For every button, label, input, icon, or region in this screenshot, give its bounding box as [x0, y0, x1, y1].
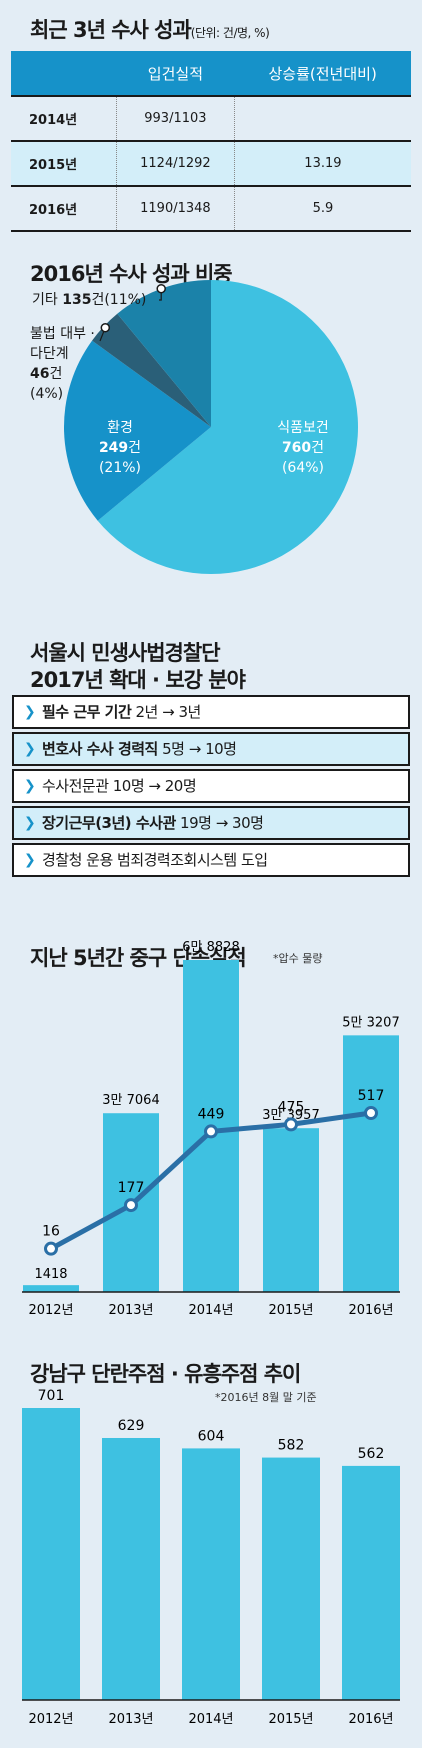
bar [342, 1465, 400, 1700]
table-row: 2015년 1124/1292 13.19 [11, 141, 411, 187]
pie-label-food: 식품보건 760건 (64%) [277, 420, 329, 476]
pie-slice-food [97, 280, 358, 574]
bar-value-label: 701 [38, 1388, 65, 1404]
pie-label-env: 환경 249건 (21%) [98, 420, 142, 476]
line-value-label: 449 [198, 1106, 225, 1122]
donut-chart [64, 280, 358, 574]
bar-value-label: 1418 [34, 1267, 67, 1282]
bar [23, 1285, 79, 1292]
x-tick-label: 2015년 [268, 1712, 313, 1727]
table-header-row: 입건실적 상승률(전년대비) [11, 51, 411, 96]
list-section: 서울시 민생사법경찰단 2017년 확대 · 보강 분야 ❯ 필수 근무 기간 2… [0, 625, 422, 905]
line-value-label: 177 [118, 1180, 145, 1196]
chevron-right-icon: ❯ [24, 741, 36, 757]
table-cell-cases: 1190/1348 [116, 186, 235, 232]
gangnam-bar-chart: 701 2012년 629 2013년 604 2014년 582 2015년 562 2016년 [22, 1388, 400, 1727]
line-point [364, 1106, 378, 1120]
x-tick-label: 2014년 [188, 1712, 233, 1727]
pie-slice-lending [92, 313, 211, 427]
table-cell-rate: 13.19 [233, 141, 411, 187]
chevron-right-icon: ❯ [24, 815, 36, 831]
line-value-label: 16 [42, 1224, 60, 1240]
junggu-chart-section: 지난 5년간 중구 단속실적 *압수 물량 1418 2012년 3만 7064 20… [0, 920, 422, 1330]
table-cell-cases: 1124/1292 [116, 141, 235, 187]
bar-value-label: 629 [118, 1418, 145, 1434]
table-header [11, 51, 117, 96]
x-tick-label: 2014년 [188, 1303, 233, 1318]
performance-table: 입건실적 상승률(전년대비) 2014년 993/1103 2015년 1124… [11, 51, 411, 232]
x-tick-label: 2016년 [348, 1712, 393, 1727]
bar [22, 1408, 80, 1700]
leader-dot-lending [100, 322, 111, 333]
pie-label-other: 기타 135건(11%) [32, 292, 147, 308]
leader-dot-other [156, 283, 166, 294]
list-item: ❯ 필수 근무 기간 2년 → 3년 [12, 695, 410, 729]
pie-label-lending: 불법 대부 · 다단계 46건 (4%) [30, 326, 95, 402]
chevron-right-icon: ❯ [24, 704, 36, 720]
list-title-line1: 서울시 민생사법경찰단 [30, 641, 221, 665]
bar [262, 1457, 320, 1700]
gangnam-chart-note: *2016년 8월 말 기준 [215, 1391, 317, 1404]
table-cell-year: 2014년 [11, 95, 117, 142]
bar [263, 1128, 319, 1292]
line-point [44, 1241, 58, 1256]
table-cell-rate [233, 95, 411, 142]
table-cell-year: 2015년 [11, 141, 117, 187]
x-tick-label: 2012년 [28, 1303, 73, 1318]
pie-slice-other [117, 280, 211, 427]
x-tick-label: 2015년 [268, 1303, 313, 1318]
gangnam-chart-section: 강남구 단란주점 · 유흥주점 추이 *2016년 8월 말 기준 701 201… [0, 1340, 422, 1748]
table-row: 2014년 993/1103 [11, 95, 411, 142]
junggu-combo-chart: 1418 2012년 3만 7064 2013년 6만 8828 2014년 3만 3957… [22, 940, 400, 1318]
x-tick-label: 2016년 [348, 1303, 393, 1318]
bar-value-label: 3만 3957 [262, 1108, 319, 1123]
x-tick-label: 2013년 [108, 1303, 153, 1318]
bar-value-label: 6만 8828 [182, 940, 239, 955]
pie-section: 2016년 수사 성과 비중 기타 135건(11%) 불법 대부 · 다단계 … [0, 240, 422, 600]
line-point [284, 1117, 298, 1132]
table-header: 상승률(전년대비) [234, 51, 411, 96]
table-header: 입건실적 [116, 51, 235, 96]
list-item: ❯ 수사전문관 10명 → 20명 [12, 769, 410, 803]
gangnam-chart-title: 강남구 단란주점 · 유흥주점 추이 [30, 1362, 301, 1386]
table-cell-year: 2016년 [11, 186, 117, 232]
table-title: 최근 3년 수사 성과(단위: 건/명, %) [30, 18, 270, 42]
list-item: ❯ 변호사 수사 경력직 5명 → 10명 [12, 732, 410, 766]
pie-slice-env [64, 340, 212, 521]
line-value-label: 475 [278, 1099, 305, 1115]
bar-value-label: 3만 7064 [102, 1093, 159, 1108]
line-value-label: 517 [358, 1088, 385, 1104]
list-item: ❯ 경찰청 운용 범죄경력조회시스템 도입 [12, 843, 410, 877]
chevron-right-icon: ❯ [24, 778, 36, 794]
line-point [124, 1198, 138, 1213]
x-tick-label: 2012년 [28, 1712, 73, 1727]
chevron-right-icon: ❯ [24, 852, 36, 868]
junggu-chart-note: *압수 물량 [273, 952, 323, 965]
line-point [204, 1124, 218, 1139]
bar-value-label: 604 [198, 1428, 225, 1444]
list-title-line2: 2017년 확대 · 보강 분야 [30, 668, 246, 692]
list-item: ❯ 장기근무(3년) 수사관 19명 → 30명 [12, 806, 410, 840]
table-unit: (단위: 건/명, %) [190, 26, 270, 40]
table-section: 최근 3년 수사 성과(단위: 건/명, %) 입건실적 상승률(전년대비) 2… [0, 0, 422, 232]
table-row: 2016년 1190/1348 5.9 [11, 186, 411, 232]
bar [102, 1437, 160, 1700]
x-tick-label: 2013년 [108, 1712, 153, 1727]
bar-value-label: 582 [278, 1438, 305, 1454]
bar-value-label: 5만 3207 [342, 1015, 399, 1030]
table-cell-rate: 5.9 [233, 186, 411, 232]
bar [182, 1448, 240, 1700]
table-cell-cases: 993/1103 [116, 95, 235, 142]
bar [343, 1035, 399, 1292]
bar-value-label: 562 [358, 1446, 385, 1462]
